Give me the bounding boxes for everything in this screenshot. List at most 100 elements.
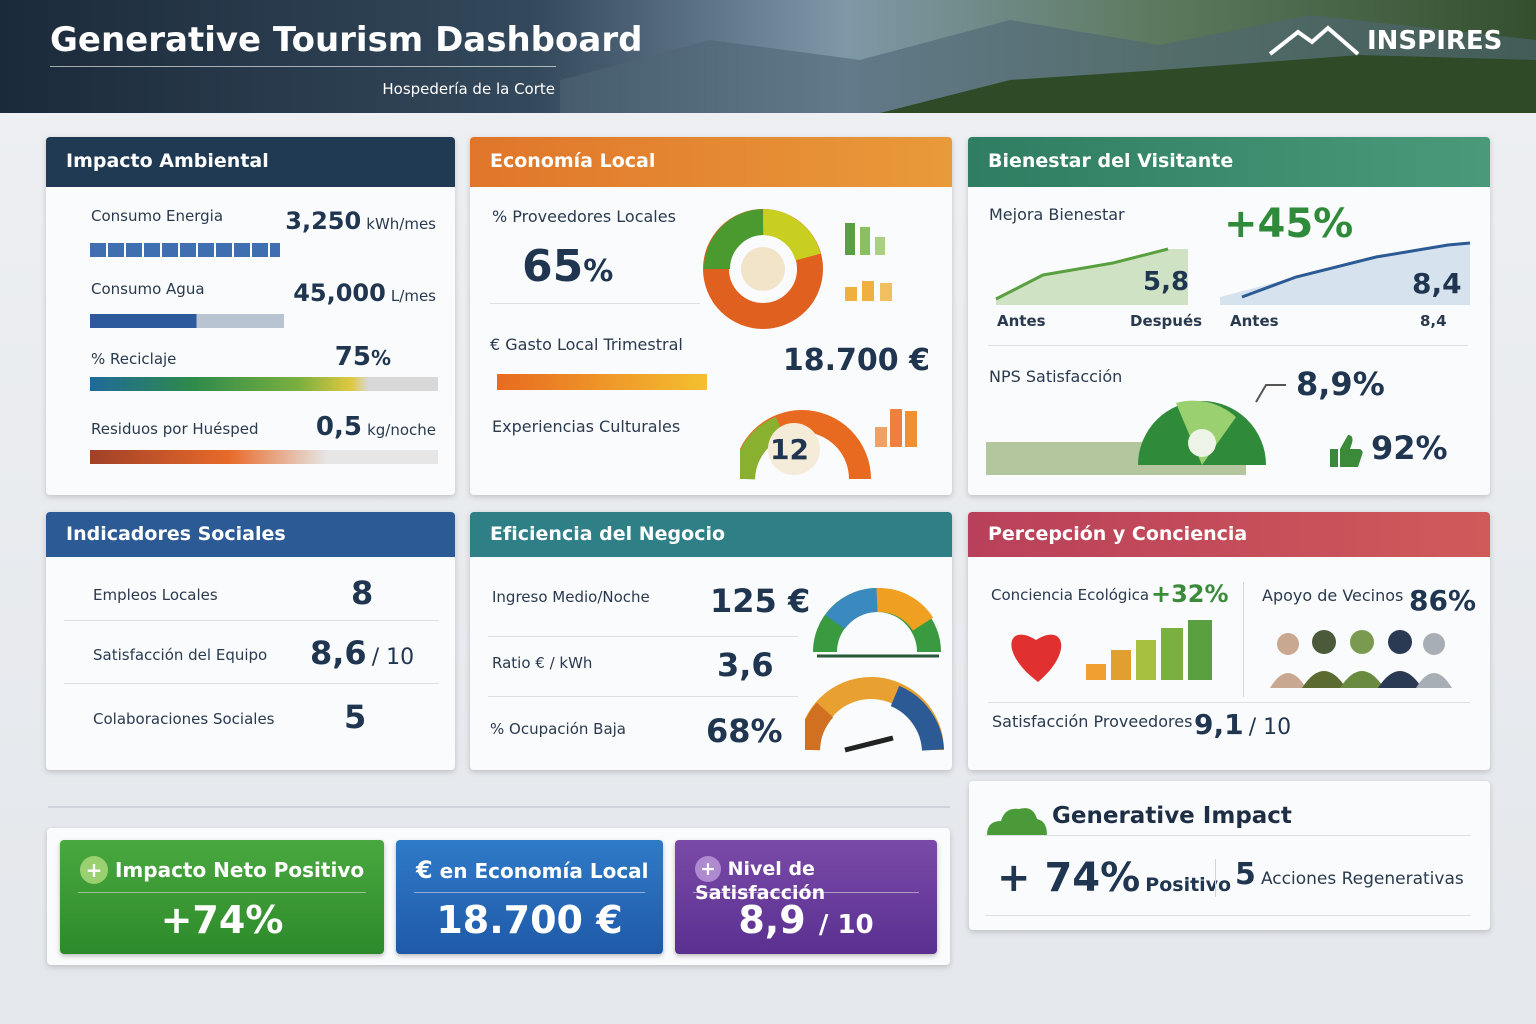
axis-label: Antes — [997, 312, 1046, 330]
row-label: Residuos por Huésped — [91, 420, 259, 438]
decor-shape — [996, 249, 1188, 305]
actions-group: 5 Acciones Regenerativas — [1235, 857, 1464, 892]
card-rule — [414, 892, 645, 893]
card-title: € en Economía Local — [416, 856, 649, 884]
separator — [488, 696, 798, 697]
panel-wellbeing: Bienestar del Visitante Mejora Bienestar… — [968, 137, 1490, 495]
bar — [90, 450, 438, 464]
card-title: + Impacto Neto Positivo — [80, 856, 364, 884]
separator — [64, 683, 439, 684]
decor-shape — [1220, 243, 1470, 305]
decor-shape — [905, 411, 917, 447]
card-icon: + — [695, 856, 721, 882]
gauge-decor — [986, 384, 1286, 475]
value: 86% — [1409, 584, 1477, 617]
decor-shape — [768, 423, 820, 475]
value-label: Positivo — [1145, 874, 1232, 896]
value: 3,250 — [285, 207, 362, 235]
decor-shape — [1330, 435, 1363, 467]
decor-shape — [1350, 630, 1374, 654]
value: + 74% — [997, 855, 1141, 901]
row-label: Consumo Energia — [91, 207, 224, 225]
value: 75 — [334, 342, 371, 372]
panel-environment: Impacto Ambiental Consumo Energia 3,250 … — [46, 137, 455, 495]
gauges-decor — [805, 587, 944, 753]
decor-shape — [890, 685, 944, 752]
decor-shape — [875, 237, 885, 255]
decor-shape — [1086, 664, 1106, 680]
summary-card: + Impacto Neto Positivo +74% — [60, 840, 384, 954]
value-group: 8,6 / 10 — [310, 634, 414, 672]
panel-economy: Economía Local % Proveedores Locales 65%… — [470, 137, 952, 495]
row-label: Consumo Agua — [91, 280, 205, 298]
row-value: 45,000 L/mes — [246, 279, 436, 307]
line-decor — [995, 241, 1471, 305]
separator — [985, 835, 1471, 836]
bar — [90, 243, 280, 257]
decor-shape — [890, 409, 902, 447]
decor-shape — [1161, 628, 1183, 680]
separator — [64, 620, 439, 621]
value: 68% — [706, 712, 783, 750]
decor-shape — [876, 587, 934, 631]
unit: / 10 — [818, 910, 874, 940]
value: 18.700 € — [782, 343, 930, 378]
value-group: 65% — [522, 241, 613, 292]
panel-generative: Generative Impact + 74% Positivo 5 Accio… — [969, 781, 1490, 930]
landscape — [560, 15, 1536, 113]
value: 3,6 — [717, 646, 774, 684]
card-rule — [78, 892, 366, 893]
decor-shape — [1423, 633, 1445, 655]
bar — [90, 377, 438, 391]
decor-shape — [1302, 671, 1346, 688]
value: 5,8 — [1143, 267, 1190, 297]
title-rule — [50, 66, 556, 67]
label: NPS Satisfacción — [989, 367, 1123, 386]
unit: kg/noche — [367, 421, 436, 439]
decor-shape — [1388, 630, 1412, 654]
divider — [48, 806, 950, 808]
panel-perception: Percepción y Conciencia Conciencia Ecoló… — [968, 512, 1490, 770]
unit: % — [370, 346, 391, 370]
card-value: +74% — [160, 898, 284, 942]
decor-shape — [1241, 241, 1471, 299]
row-label: % Reciclaje — [91, 350, 177, 368]
separator — [988, 345, 1468, 346]
panel-title: Impacto Ambiental — [46, 137, 455, 187]
unit: kWh/mes — [366, 215, 436, 233]
card-label: Nivel de Satisfacción — [695, 858, 826, 904]
value: 8,9% — [1296, 365, 1385, 403]
decor-shape — [1255, 384, 1286, 403]
brand: INSPIRES — [1367, 26, 1503, 56]
decor-shape — [1312, 630, 1336, 654]
brand-logo — [1268, 25, 1360, 56]
decor-shape — [860, 227, 870, 255]
panel-title: Eficiencia del Negocio — [470, 512, 952, 557]
card-value: 18.700 € — [436, 898, 623, 942]
value-label: Acciones Regenerativas — [1260, 869, 1464, 889]
separator — [490, 303, 700, 304]
bars-decor — [1011, 620, 1212, 682]
label: Experiencias Culturales — [492, 417, 681, 436]
thumb-icon — [1330, 435, 1363, 467]
decor-shape — [862, 281, 874, 301]
unit: / 10 — [1248, 715, 1292, 740]
summary-card: € en Economía Local 18.700 € — [396, 840, 663, 954]
decor-shape — [1277, 633, 1299, 655]
label: Satisfacción del Equipo — [93, 646, 268, 664]
value: 45,000 — [293, 279, 386, 307]
decor-shape — [845, 287, 857, 301]
label: € Gasto Local Trimestral — [490, 335, 683, 354]
value: 8,9 — [738, 898, 806, 942]
value: +32% — [1151, 580, 1229, 608]
value: 8,6 — [310, 634, 367, 672]
panel-title: Bienestar del Visitante — [968, 137, 1490, 187]
card-icon: + — [80, 856, 108, 884]
divider — [1243, 582, 1244, 697]
value: 0,5 — [315, 412, 362, 442]
decor-shape — [1270, 673, 1306, 688]
donut-decor — [703, 209, 892, 329]
separator — [488, 636, 798, 637]
panel-title: Generative Impact — [1052, 803, 1292, 829]
